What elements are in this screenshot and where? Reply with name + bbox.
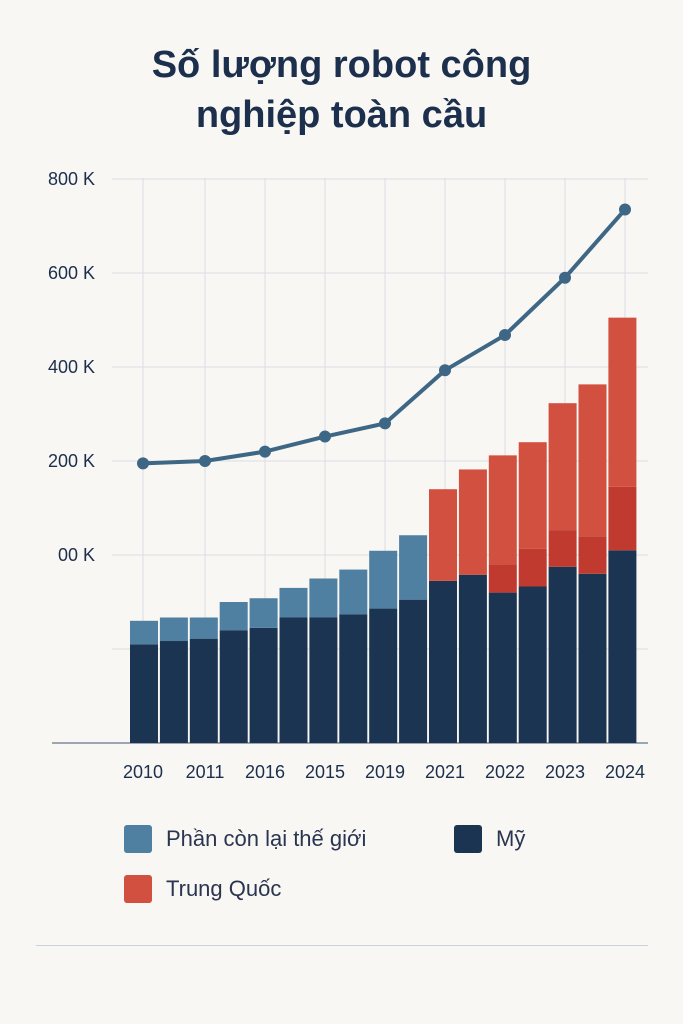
y-tick-label-2: 400 K bbox=[48, 357, 95, 377]
y-tick-label-1: 600 K bbox=[48, 263, 95, 283]
y-tick-label-3: 200 K bbox=[48, 451, 95, 471]
line-point-8 bbox=[619, 203, 631, 216]
bar-china-dark-12 bbox=[488, 564, 517, 593]
legend: Phần còn lại thế giới Mỹ Trung Quốc bbox=[124, 825, 604, 915]
bar-rest-5 bbox=[279, 587, 308, 618]
bar-usa-2 bbox=[189, 638, 218, 743]
bar-usa-14 bbox=[548, 566, 577, 743]
bar-usa-13 bbox=[518, 586, 547, 743]
line-point-4 bbox=[379, 417, 391, 430]
legend-item-rest: Phần còn lại thế giới bbox=[124, 825, 366, 853]
x-tick-label-5: 2021 bbox=[425, 762, 465, 782]
bar-usa-10 bbox=[429, 580, 457, 743]
bar-usa-6 bbox=[309, 617, 338, 743]
line-point-1 bbox=[199, 455, 211, 467]
bar-usa-9 bbox=[399, 599, 428, 743]
bar-usa-11 bbox=[458, 574, 487, 743]
bar-stack-8 bbox=[369, 550, 398, 743]
bar-usa-1 bbox=[159, 641, 188, 743]
bar-rest-6 bbox=[309, 578, 338, 618]
bar-rest-9 bbox=[399, 535, 428, 600]
bar-stack-2 bbox=[189, 617, 218, 743]
legend-label-rest: Phần còn lại thế giới bbox=[166, 826, 367, 851]
bar-rest-1 bbox=[159, 617, 188, 642]
bar-stack-13 bbox=[518, 442, 547, 743]
bar-usa-16 bbox=[608, 550, 637, 743]
bar-stack-6 bbox=[309, 578, 338, 743]
legend-label-china: Trung Quốc bbox=[166, 876, 282, 901]
bar-stack-1 bbox=[159, 617, 188, 743]
bar-rest-8 bbox=[369, 550, 398, 609]
bar-rest-0 bbox=[130, 620, 158, 645]
title-line-1: Số lượng robot công bbox=[151, 44, 532, 86]
x-tick-label-0: 2010 bbox=[123, 762, 163, 782]
x-tick-label-1: 2011 bbox=[186, 762, 225, 782]
bottom-divider bbox=[36, 945, 648, 946]
bar-china-15 bbox=[578, 384, 607, 537]
y-tick-label-0: 800 K bbox=[48, 169, 95, 189]
y-tick-label-4: 00 K bbox=[58, 545, 95, 565]
legend-item-china: Trung Quốc bbox=[124, 875, 281, 903]
bar-usa-5 bbox=[279, 617, 308, 743]
bar-stack-5 bbox=[279, 587, 308, 743]
bar-stack-15 bbox=[578, 384, 607, 743]
bar-china-10 bbox=[429, 489, 457, 581]
bar-stack-3 bbox=[219, 602, 248, 743]
total-line bbox=[137, 203, 631, 470]
title-line-2: nghiệp toàn cầu bbox=[195, 94, 488, 136]
x-tick-label-3: 2015 bbox=[305, 762, 345, 782]
bar-usa-7 bbox=[339, 614, 368, 743]
bar-rest-2 bbox=[189, 617, 218, 639]
line-point-7 bbox=[559, 271, 571, 284]
y-axis-ticks: 800 K 600 K 400 K 200 K 00 K bbox=[48, 169, 95, 565]
x-tick-label-7: 2023 bbox=[545, 762, 585, 782]
bar-stack-4 bbox=[249, 598, 278, 743]
line-point-0 bbox=[137, 457, 149, 470]
legend-swatch-usa bbox=[454, 825, 482, 853]
line-point-3 bbox=[319, 430, 331, 443]
bar-china-dark-15 bbox=[578, 536, 607, 574]
bar-usa-0 bbox=[130, 644, 158, 743]
bar-usa-4 bbox=[249, 627, 278, 743]
legend-swatch-china bbox=[124, 875, 152, 903]
x-axis-ticks: 2010 2011 2016 2015 2019 2021 2022 2023 2024 bbox=[123, 762, 645, 782]
bar-stack-10 bbox=[429, 489, 457, 743]
x-tick-label-8: 2024 bbox=[605, 762, 645, 782]
legend-label-usa: Mỹ bbox=[496, 826, 526, 851]
bar-rest-4 bbox=[249, 598, 278, 628]
line-point-6 bbox=[499, 329, 511, 342]
x-tick-label-2: 2016 bbox=[245, 762, 285, 782]
line-point-2 bbox=[259, 445, 271, 458]
bar-stack-0 bbox=[130, 620, 158, 743]
legend-swatch-rest bbox=[124, 825, 152, 853]
bar-usa-15 bbox=[578, 573, 607, 743]
bar-usa-8 bbox=[369, 608, 398, 743]
bar-china-14 bbox=[548, 403, 577, 531]
bar-usa-12 bbox=[488, 592, 517, 743]
x-tick-label-4: 2019 bbox=[365, 762, 405, 782]
bar-stack-9 bbox=[399, 535, 428, 743]
bar-stack-14 bbox=[548, 403, 577, 743]
bar-china-dark-14 bbox=[548, 530, 577, 567]
bar-stack-16 bbox=[608, 317, 637, 743]
bar-china-dark-16 bbox=[608, 486, 637, 551]
x-tick-label-6: 2022 bbox=[485, 762, 525, 782]
bar-china-13 bbox=[518, 442, 547, 549]
bar-china-dark-13 bbox=[518, 548, 547, 587]
bar-rest-7 bbox=[339, 569, 368, 615]
bar-usa-3 bbox=[219, 630, 248, 743]
bars bbox=[130, 317, 637, 743]
bar-rest-3 bbox=[219, 602, 248, 631]
chart-title: Số lượng robot công nghiệp toàn cầu bbox=[0, 40, 683, 140]
bar-china-16 bbox=[608, 317, 637, 487]
bar-stack-12 bbox=[488, 455, 517, 743]
bar-china-11 bbox=[458, 469, 487, 575]
legend-item-usa: Mỹ bbox=[454, 825, 525, 853]
bar-stack-7 bbox=[339, 569, 368, 743]
bar-stack-11 bbox=[458, 469, 487, 743]
line-point-5 bbox=[439, 364, 451, 377]
bar-china-12 bbox=[488, 455, 517, 565]
